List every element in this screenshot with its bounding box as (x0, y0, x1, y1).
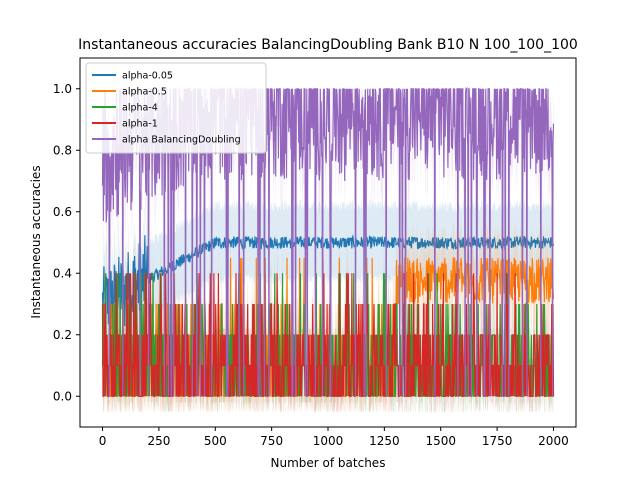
legend-box (85, 62, 267, 154)
x-tick-label: 0 (99, 434, 107, 448)
legend-label: alpha-0.5 (122, 87, 167, 98)
x-axis-label: Number of batches (271, 456, 386, 470)
y-tick-label: 0.2 (53, 328, 72, 342)
legend-label: alpha-4 (122, 103, 158, 114)
legend: alpha-0.05 alpha-0.5 alpha-4 alpha-1 alpha B… (85, 62, 267, 154)
x-axis: 0 250 500 750 1000 1250 1500 1750 2000 (99, 427, 569, 448)
series-alpha-0-05 (101, 198, 555, 368)
chart-title: Instantaneous accuracies BalancingDoubli… (78, 37, 578, 53)
legend-label: alpha-1 (122, 119, 158, 130)
series-alpha-1 (101, 236, 555, 412)
x-tick-label: 500 (204, 434, 227, 448)
y-axis-label: Instantaneous accuracies (29, 165, 43, 318)
y-axis: 0.0 0.2 0.4 0.6 0.8 1.0 (53, 82, 80, 403)
legend-label: alpha BalancingDoubling (122, 135, 241, 146)
y-tick-label: 0.8 (53, 143, 72, 157)
y-tick-label: 0.0 (53, 389, 72, 403)
x-tick-label: 1000 (313, 434, 344, 448)
y-tick-label: 0.4 (53, 266, 72, 280)
x-tick-label: 1750 (482, 434, 513, 448)
series-line (101, 234, 555, 332)
series-line (101, 86, 555, 397)
x-tick-label: 1500 (425, 434, 456, 448)
series-line (101, 273, 555, 397)
x-tick-label: 2000 (538, 434, 569, 448)
x-tick-label: 750 (260, 434, 283, 448)
x-tick-label: 250 (147, 434, 170, 448)
x-tick-label: 1250 (369, 434, 400, 448)
plot-area (101, 86, 555, 412)
legend-label: alpha-0.05 (122, 71, 173, 82)
y-tick-label: 0.6 (53, 205, 72, 219)
y-tick-label: 1.0 (53, 82, 72, 96)
